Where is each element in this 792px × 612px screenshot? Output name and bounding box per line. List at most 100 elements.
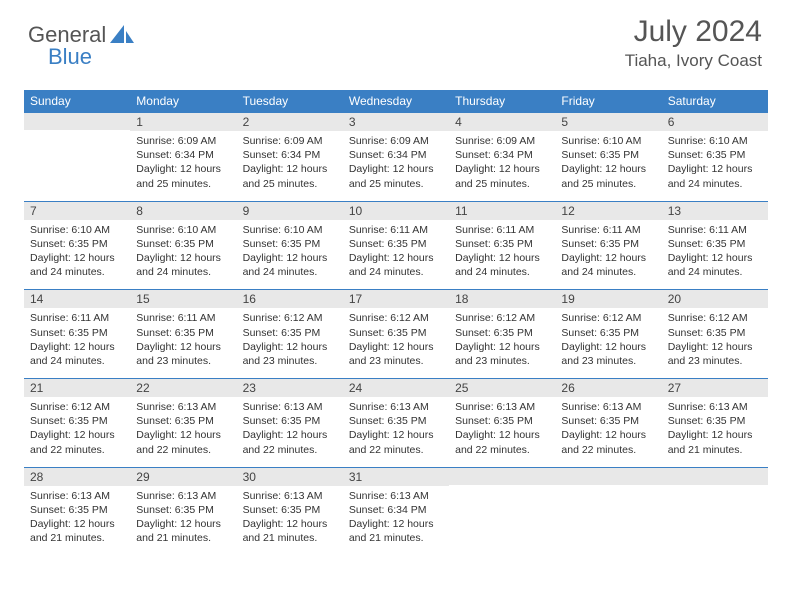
calendar-day-cell: 27Sunrise: 6:13 AMSunset: 6:35 PMDayligh…	[662, 379, 768, 468]
calendar-day-cell	[24, 113, 130, 202]
calendar-day-cell: 13Sunrise: 6:11 AMSunset: 6:35 PMDayligh…	[662, 201, 768, 290]
sunset-text: Sunset: 6:35 PM	[243, 237, 337, 251]
daylight-text-1: Daylight: 12 hours	[243, 162, 337, 176]
sunset-text: Sunset: 6:35 PM	[455, 237, 549, 251]
location-label: Tiaha, Ivory Coast	[625, 51, 762, 71]
day-body: Sunrise: 6:13 AMSunset: 6:35 PMDaylight:…	[662, 397, 768, 467]
logo-sail-icon	[110, 25, 136, 45]
daylight-text-1: Daylight: 12 hours	[243, 428, 337, 442]
sunrise-text: Sunrise: 6:13 AM	[30, 489, 124, 503]
calendar-day-cell: 23Sunrise: 6:13 AMSunset: 6:35 PMDayligh…	[237, 379, 343, 468]
sunrise-text: Sunrise: 6:13 AM	[243, 400, 337, 414]
daylight-text-2: and 24 minutes.	[455, 265, 549, 279]
calendar-day-cell: 12Sunrise: 6:11 AMSunset: 6:35 PMDayligh…	[555, 201, 661, 290]
day-of-week-header: Thursday	[449, 90, 555, 113]
day-body: Sunrise: 6:10 AMSunset: 6:35 PMDaylight:…	[237, 220, 343, 290]
sunset-text: Sunset: 6:35 PM	[561, 414, 655, 428]
daylight-text-1: Daylight: 12 hours	[455, 162, 549, 176]
calendar-day-cell: 2Sunrise: 6:09 AMSunset: 6:34 PMDaylight…	[237, 113, 343, 202]
day-number: 7	[24, 202, 130, 220]
day-number: 11	[449, 202, 555, 220]
daylight-text-1: Daylight: 12 hours	[668, 428, 762, 442]
sunrise-text: Sunrise: 6:09 AM	[349, 134, 443, 148]
day-body: Sunrise: 6:12 AMSunset: 6:35 PMDaylight:…	[343, 308, 449, 378]
day-body: Sunrise: 6:13 AMSunset: 6:35 PMDaylight:…	[130, 486, 236, 556]
calendar-day-cell: 17Sunrise: 6:12 AMSunset: 6:35 PMDayligh…	[343, 290, 449, 379]
day-number: 30	[237, 468, 343, 486]
day-number: 19	[555, 290, 661, 308]
day-number: 2	[237, 113, 343, 131]
day-number: 8	[130, 202, 236, 220]
sunset-text: Sunset: 6:35 PM	[243, 326, 337, 340]
day-number: 3	[343, 113, 449, 131]
calendar-day-cell	[449, 467, 555, 555]
day-body: Sunrise: 6:09 AMSunset: 6:34 PMDaylight:…	[237, 131, 343, 201]
day-number: 17	[343, 290, 449, 308]
sunset-text: Sunset: 6:34 PM	[349, 148, 443, 162]
daylight-text-2: and 22 minutes.	[455, 443, 549, 457]
day-number: 26	[555, 379, 661, 397]
day-number: 21	[24, 379, 130, 397]
daylight-text-1: Daylight: 12 hours	[243, 517, 337, 531]
calendar-day-cell: 8Sunrise: 6:10 AMSunset: 6:35 PMDaylight…	[130, 201, 236, 290]
calendar-day-cell: 30Sunrise: 6:13 AMSunset: 6:35 PMDayligh…	[237, 467, 343, 555]
day-body: Sunrise: 6:11 AMSunset: 6:35 PMDaylight:…	[343, 220, 449, 290]
calendar-day-cell: 3Sunrise: 6:09 AMSunset: 6:34 PMDaylight…	[343, 113, 449, 202]
sunrise-text: Sunrise: 6:09 AM	[136, 134, 230, 148]
month-title: July 2024	[625, 15, 762, 49]
daylight-text-1: Daylight: 12 hours	[243, 340, 337, 354]
day-number: 14	[24, 290, 130, 308]
day-body: Sunrise: 6:13 AMSunset: 6:35 PMDaylight:…	[130, 397, 236, 467]
day-body: Sunrise: 6:13 AMSunset: 6:35 PMDaylight:…	[449, 397, 555, 467]
day-number: 24	[343, 379, 449, 397]
calendar-week-row: 21Sunrise: 6:12 AMSunset: 6:35 PMDayligh…	[24, 379, 768, 468]
calendar-day-cell: 7Sunrise: 6:10 AMSunset: 6:35 PMDaylight…	[24, 201, 130, 290]
daylight-text-1: Daylight: 12 hours	[561, 340, 655, 354]
daylight-text-1: Daylight: 12 hours	[561, 251, 655, 265]
sunset-text: Sunset: 6:35 PM	[561, 148, 655, 162]
sunrise-text: Sunrise: 6:09 AM	[455, 134, 549, 148]
sunset-text: Sunset: 6:35 PM	[561, 237, 655, 251]
sunrise-text: Sunrise: 6:13 AM	[243, 489, 337, 503]
calendar-day-cell: 15Sunrise: 6:11 AMSunset: 6:35 PMDayligh…	[130, 290, 236, 379]
daylight-text-1: Daylight: 12 hours	[30, 517, 124, 531]
day-number: 20	[662, 290, 768, 308]
daylight-text-1: Daylight: 12 hours	[136, 517, 230, 531]
sunrise-text: Sunrise: 6:13 AM	[561, 400, 655, 414]
sunset-text: Sunset: 6:35 PM	[136, 237, 230, 251]
day-body: Sunrise: 6:13 AMSunset: 6:35 PMDaylight:…	[237, 397, 343, 467]
sunset-text: Sunset: 6:34 PM	[136, 148, 230, 162]
sunset-text: Sunset: 6:34 PM	[349, 503, 443, 517]
daylight-text-2: and 21 minutes.	[30, 531, 124, 545]
day-body: Sunrise: 6:11 AMSunset: 6:35 PMDaylight:…	[449, 220, 555, 290]
sunset-text: Sunset: 6:35 PM	[136, 414, 230, 428]
day-body: Sunrise: 6:13 AMSunset: 6:35 PMDaylight:…	[555, 397, 661, 467]
day-number: 27	[662, 379, 768, 397]
sunset-text: Sunset: 6:35 PM	[349, 237, 443, 251]
sunrise-text: Sunrise: 6:12 AM	[561, 311, 655, 325]
calendar-day-cell: 11Sunrise: 6:11 AMSunset: 6:35 PMDayligh…	[449, 201, 555, 290]
daylight-text-1: Daylight: 12 hours	[455, 251, 549, 265]
sunrise-text: Sunrise: 6:11 AM	[136, 311, 230, 325]
day-body: Sunrise: 6:13 AMSunset: 6:35 PMDaylight:…	[237, 486, 343, 556]
daylight-text-2: and 21 minutes.	[349, 531, 443, 545]
day-number: 12	[555, 202, 661, 220]
daylight-text-1: Daylight: 12 hours	[136, 162, 230, 176]
sunset-text: Sunset: 6:35 PM	[668, 326, 762, 340]
daylight-text-1: Daylight: 12 hours	[30, 251, 124, 265]
daylight-text-1: Daylight: 12 hours	[668, 162, 762, 176]
calendar-day-cell: 9Sunrise: 6:10 AMSunset: 6:35 PMDaylight…	[237, 201, 343, 290]
sunrise-text: Sunrise: 6:11 AM	[455, 223, 549, 237]
calendar-week-row: 14Sunrise: 6:11 AMSunset: 6:35 PMDayligh…	[24, 290, 768, 379]
daylight-text-1: Daylight: 12 hours	[455, 428, 549, 442]
sunset-text: Sunset: 6:34 PM	[243, 148, 337, 162]
daylight-text-1: Daylight: 12 hours	[349, 428, 443, 442]
daylight-text-2: and 24 minutes.	[349, 265, 443, 279]
day-body: Sunrise: 6:13 AMSunset: 6:35 PMDaylight:…	[343, 397, 449, 467]
daylight-text-2: and 23 minutes.	[561, 354, 655, 368]
calendar-day-cell: 22Sunrise: 6:13 AMSunset: 6:35 PMDayligh…	[130, 379, 236, 468]
day-body: Sunrise: 6:10 AMSunset: 6:35 PMDaylight:…	[130, 220, 236, 290]
sunset-text: Sunset: 6:35 PM	[136, 326, 230, 340]
sunset-text: Sunset: 6:35 PM	[136, 503, 230, 517]
day-number: 31	[343, 468, 449, 486]
